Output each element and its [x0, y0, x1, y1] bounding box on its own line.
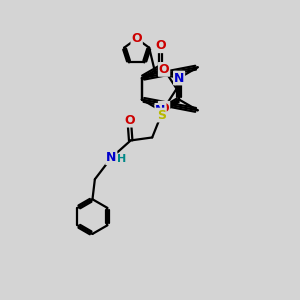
Text: N: N [155, 104, 166, 117]
Text: N: N [174, 71, 184, 85]
Text: H: H [117, 154, 126, 164]
Text: O: O [155, 39, 166, 52]
Text: O: O [124, 114, 134, 127]
Text: O: O [159, 63, 170, 76]
Text: O: O [131, 32, 142, 45]
Text: N: N [106, 151, 116, 164]
Text: S: S [157, 109, 166, 122]
Text: O: O [159, 102, 170, 115]
